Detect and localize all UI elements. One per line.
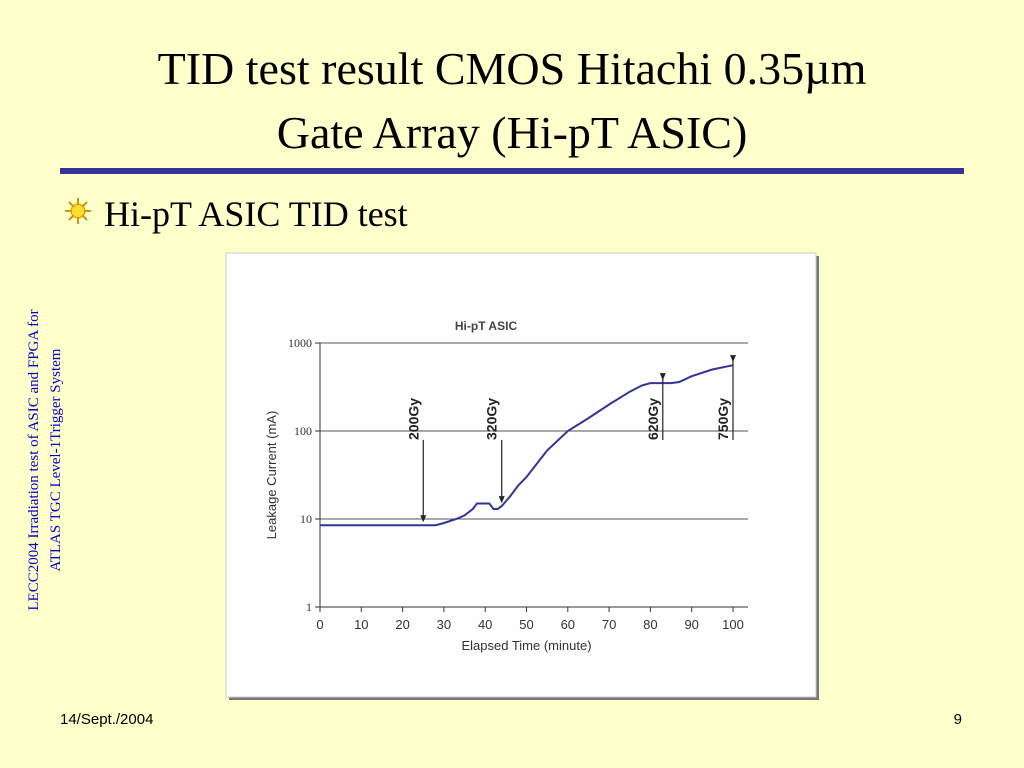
annotation-label: 620Gy [645,398,661,440]
x-tick-label: 30 [437,617,451,632]
x-tick-label: 80 [643,617,657,632]
x-axis-label: Elapsed Time (minute) [461,638,591,653]
x-tick-label: 90 [684,617,698,632]
x-tick-label: 0 [316,617,323,632]
annotation-label: 750Gy [715,398,731,440]
bullet-text: Hi-pT ASIC TID test [104,194,408,234]
side-text: LECC2004 Irradiation test of ASIC and FP… [26,309,42,610]
y-axis-label: Leakage Current (mA) [264,411,279,540]
x-tick-label: 20 [395,617,409,632]
chart-title: Hi-pT ASIC [455,319,518,333]
y-tick-label: 100 [294,424,312,438]
annotation-arrowhead [498,496,505,504]
x-tick-label: 60 [561,617,575,632]
annotation-label: 320Gy [484,398,500,440]
y-tick-label: 1 [306,600,312,614]
x-tick-label: 70 [602,617,616,632]
x-tick-label: 50 [519,617,533,632]
data-line [320,364,734,527]
figure-frame [225,252,817,698]
footer-date: 14/Sept./2004 [60,711,153,728]
page-number: 9 [954,711,962,728]
x-tick-label: 40 [478,617,492,632]
x-tick-label: 100 [722,617,744,632]
y-tick-label: 1000 [288,336,312,350]
title-line: Gate Array (Hi-pT ASIC) [277,107,748,158]
annotation-arrowhead [730,355,736,363]
title-line: TID test result CMOS Hitachi 0.35µm [158,43,867,94]
bullet-icon [65,198,91,224]
title-rule [60,168,964,174]
x-tick-label: 10 [354,617,368,632]
annotation-label: 200Gy [405,398,421,440]
annotation-arrowhead [420,515,427,523]
annotation-arrowhead [659,373,666,381]
y-tick-label: 10 [300,512,312,526]
side-text: ATLAS TGC Level-1Trigger System [48,348,64,571]
